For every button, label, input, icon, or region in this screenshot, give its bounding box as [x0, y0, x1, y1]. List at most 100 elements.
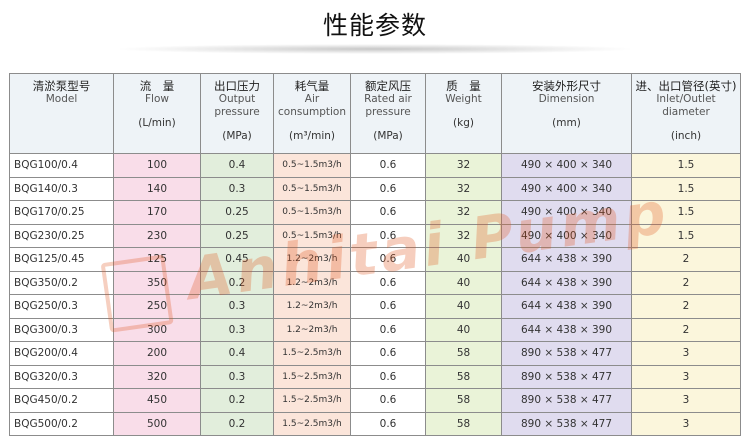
table-row: BQG350/0.2 350 0.2 1.2~2m3/h 0.6 40 644 × 438 … [9, 270, 741, 295]
cell-dimension: 644 × 438 × 390 [501, 294, 632, 319]
cell-weight: 32 [425, 223, 502, 248]
cell-flow: 230 [113, 223, 201, 248]
header-cn: 进、出口管径(英寸) [635, 79, 737, 93]
cell-dimension: 644 × 438 × 390 [501, 270, 632, 295]
cell-rated-air-pressure: 0.6 [350, 294, 426, 319]
cell-inlet-outlet: 3 [631, 364, 741, 389]
table-row: BQG500/0.2 500 0.2 1.5~2.5m3/h 0.6 58 890 × 53… [9, 411, 741, 436]
cell-output-pressure: 0.4 [200, 341, 274, 366]
cell-weight: 58 [425, 388, 502, 413]
cell-flow: 200 [113, 341, 201, 366]
header-flow: 流 量 Flow (L/min) [113, 73, 201, 154]
cell-weight: 40 [425, 270, 502, 295]
header-weight: 质 量 Weight (kg) [425, 73, 502, 154]
cell-weight: 58 [425, 411, 502, 436]
cell-flow: 300 [113, 317, 201, 342]
cell-model: BQG170/0.25 [9, 200, 114, 225]
cell-flow: 350 [113, 270, 201, 295]
cell-rated-air-pressure: 0.6 [350, 153, 426, 178]
cell-rated-air-pressure: 0.6 [350, 341, 426, 366]
cell-output-pressure: 0.25 [200, 223, 274, 248]
cell-output-pressure: 0.2 [200, 411, 274, 436]
table-row: BQG230/0.25 230 0.25 0.5~1.5m3/h 0.6 32 490 × … [9, 223, 741, 248]
table-header: 清淤泵型号 Model 流 量 Flow (L/min) 出口压力 Output pre… [9, 73, 741, 154]
cell-rated-air-pressure: 0.6 [350, 364, 426, 389]
cell-dimension: 490 × 400 × 340 [501, 200, 632, 225]
table-row: BQG320/0.3 320 0.3 1.5~2.5m3/h 0.6 58 890 × 53… [9, 364, 741, 389]
header-en: Model [45, 93, 78, 105]
header-en: Rated air pressure [364, 93, 412, 118]
title-shadow-divider [120, 44, 630, 54]
cell-air-consumption: 1.2~2m3/h [273, 270, 351, 295]
header-output-pressure: 出口压力 Output pressure (MPa) [200, 73, 274, 154]
header-unit: (m³/min) [289, 130, 335, 142]
header-rated-air-pressure: 额定风压 Rated air pressure (MPa) [350, 73, 426, 154]
cell-inlet-outlet: 2 [631, 294, 741, 319]
header-en: Output pressure [214, 93, 260, 118]
cell-inlet-outlet: 1.5 [631, 153, 741, 178]
cell-output-pressure: 0.3 [200, 294, 274, 319]
cell-flow: 140 [113, 176, 201, 201]
cell-model: BQG350/0.2 [9, 270, 114, 295]
header-en: Air consumption [278, 93, 346, 118]
header-en: Dimension [538, 93, 595, 105]
cell-dimension: 644 × 438 × 390 [501, 247, 632, 272]
cell-model: BQG230/0.25 [9, 223, 114, 248]
cell-dimension: 490 × 400 × 340 [501, 176, 632, 201]
table-row: BQG170/0.25 170 0.25 0.5~1.5m3/h 0.6 32 490 × … [9, 200, 741, 225]
cell-flow: 450 [113, 388, 201, 413]
cell-air-consumption: 0.5~1.5m3/h [273, 176, 351, 201]
table-row: BQG300/0.3 300 0.3 1.2~2m3/h 0.6 40 644 × 438 … [9, 317, 741, 342]
cell-weight: 32 [425, 200, 502, 225]
cell-air-consumption: 1.5~2.5m3/h [273, 341, 351, 366]
cell-rated-air-pressure: 0.6 [350, 247, 426, 272]
header-cn: 额定风压 [365, 79, 411, 93]
cell-flow: 320 [113, 364, 201, 389]
header-unit: (MPa) [222, 130, 252, 142]
cell-inlet-outlet: 3 [631, 341, 741, 366]
header-model: 清淤泵型号 Model [9, 73, 114, 154]
cell-model: BQG100/0.4 [9, 153, 114, 178]
cell-flow: 250 [113, 294, 201, 319]
header-unit: (inch) [670, 130, 702, 142]
cell-output-pressure: 0.3 [200, 364, 274, 389]
cell-weight: 40 [425, 247, 502, 272]
cell-output-pressure: 0.25 [200, 200, 274, 225]
cell-dimension: 490 × 400 × 340 [501, 153, 632, 178]
cell-model: BQG140/0.3 [9, 176, 114, 201]
cell-model: BQG500/0.2 [9, 411, 114, 436]
header-cn: 流 量 [139, 79, 175, 93]
table-row: BQG140/0.3 140 0.3 0.5~1.5m3/h 0.6 32 490 × 40… [9, 176, 741, 201]
cell-flow: 125 [113, 247, 201, 272]
cell-output-pressure: 0.4 [200, 153, 274, 178]
cell-air-consumption: 0.5~1.5m3/h [273, 200, 351, 225]
cell-weight: 58 [425, 341, 502, 366]
performance-spec-table: 清淤泵型号 Model 流 量 Flow (L/min) 出口压力 Output pre… [9, 73, 741, 436]
header-en: Weight [445, 93, 482, 105]
cell-air-consumption: 0.5~1.5m3/h [273, 153, 351, 178]
cell-inlet-outlet: 2 [631, 247, 741, 272]
cell-air-consumption: 0.5~1.5m3/h [273, 223, 351, 248]
cell-model: BQG450/0.2 [9, 388, 114, 413]
cell-inlet-outlet: 2 [631, 317, 741, 342]
cell-dimension: 644 × 438 × 390 [501, 317, 632, 342]
cell-rated-air-pressure: 0.6 [350, 223, 426, 248]
header-en: Inlet/Outlet diameter [656, 93, 716, 118]
cell-inlet-outlet: 1.5 [631, 223, 741, 248]
cell-output-pressure: 0.3 [200, 317, 274, 342]
cell-air-consumption: 1.2~2m3/h [273, 294, 351, 319]
cell-dimension: 890 × 538 × 477 [501, 411, 632, 436]
cell-air-consumption: 1.5~2.5m3/h [273, 388, 351, 413]
table-row: BQG200/0.4 200 0.4 1.5~2.5m3/h 0.6 58 890 × 53… [9, 341, 741, 366]
cell-weight: 40 [425, 317, 502, 342]
cell-inlet-outlet: 3 [631, 411, 741, 436]
cell-inlet-outlet: 3 [631, 388, 741, 413]
cell-rated-air-pressure: 0.6 [350, 317, 426, 342]
cell-model: BQG200/0.4 [9, 341, 114, 366]
header-dimension: 安装外形尺寸 Dimension (mm) [501, 73, 632, 154]
page-title: 性能参数 [322, 11, 427, 40]
table-row: BQG450/0.2 450 0.2 1.5~2.5m3/h 0.6 58 890 × 53… [9, 388, 741, 413]
cell-dimension: 890 × 538 × 477 [501, 341, 632, 366]
cell-dimension: 490 × 400 × 340 [501, 223, 632, 248]
cell-output-pressure: 0.2 [200, 270, 274, 295]
